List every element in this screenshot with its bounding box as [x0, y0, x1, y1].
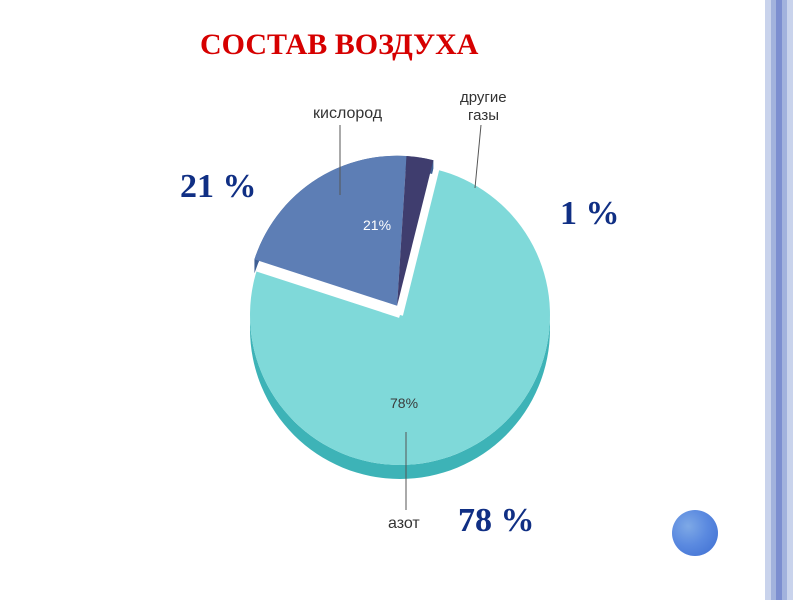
leader-line	[475, 125, 481, 188]
slice-label: азот	[388, 515, 420, 532]
external-percent-label: 1 %	[560, 195, 620, 233]
decorative-ball	[672, 510, 718, 556]
external-percent-label: 21 %	[180, 168, 257, 206]
external-percent-label: 78 %	[458, 502, 535, 540]
slice-label: кислород	[313, 105, 383, 122]
slice-label: газы	[468, 107, 499, 124]
air-composition-pie: 21% 78% кислород другиегазы азот	[0, 0, 800, 600]
slice-label: другие	[460, 89, 507, 106]
page-root: СОСТАВ ВОЗДУХА 21%78%кислороддругиегазыа…	[0, 0, 800, 600]
in-pie-label: 78%	[390, 395, 418, 411]
in-pie-label: 21%	[363, 217, 391, 233]
